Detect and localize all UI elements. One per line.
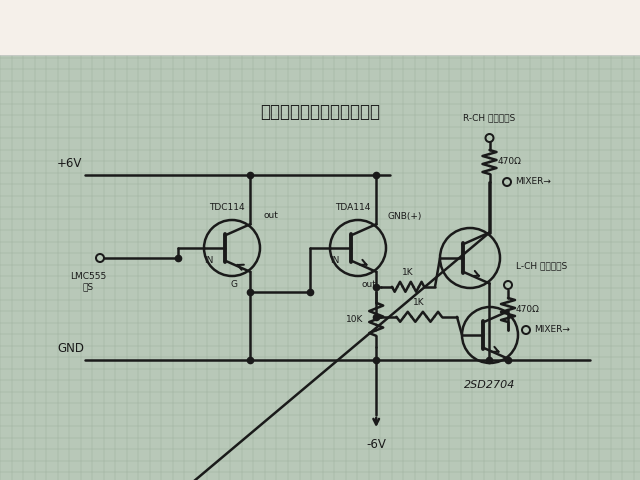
Text: ミュートトランジスタ回路: ミュートトランジスタ回路 xyxy=(260,103,380,121)
Text: MIXER→: MIXER→ xyxy=(515,178,551,187)
Text: +6V: +6V xyxy=(57,157,83,170)
Text: 470Ω: 470Ω xyxy=(516,305,540,314)
Text: MIXER→: MIXER→ xyxy=(534,325,570,335)
Text: -6V: -6V xyxy=(366,438,386,451)
Text: L-CH テレビかS: L-CH テレビかS xyxy=(516,261,567,270)
Text: 2SD2704: 2SD2704 xyxy=(464,380,516,390)
Text: out: out xyxy=(361,280,376,289)
Text: TDC114: TDC114 xyxy=(209,203,245,212)
Text: out: out xyxy=(264,212,279,220)
Text: R-CH テレビかS: R-CH テレビかS xyxy=(463,113,516,122)
Text: 1K: 1K xyxy=(413,298,425,307)
Text: 1K: 1K xyxy=(403,268,414,277)
Text: 470Ω: 470Ω xyxy=(497,157,522,167)
Text: 10K: 10K xyxy=(346,315,363,324)
Text: GNB(+): GNB(+) xyxy=(388,212,422,220)
Text: IN: IN xyxy=(204,256,214,265)
Text: LMC555
かS: LMC555 かS xyxy=(70,272,106,291)
Text: GND: GND xyxy=(57,342,84,355)
Text: IN: IN xyxy=(330,256,340,265)
Text: G: G xyxy=(230,280,237,289)
Text: TDA114: TDA114 xyxy=(335,203,371,212)
